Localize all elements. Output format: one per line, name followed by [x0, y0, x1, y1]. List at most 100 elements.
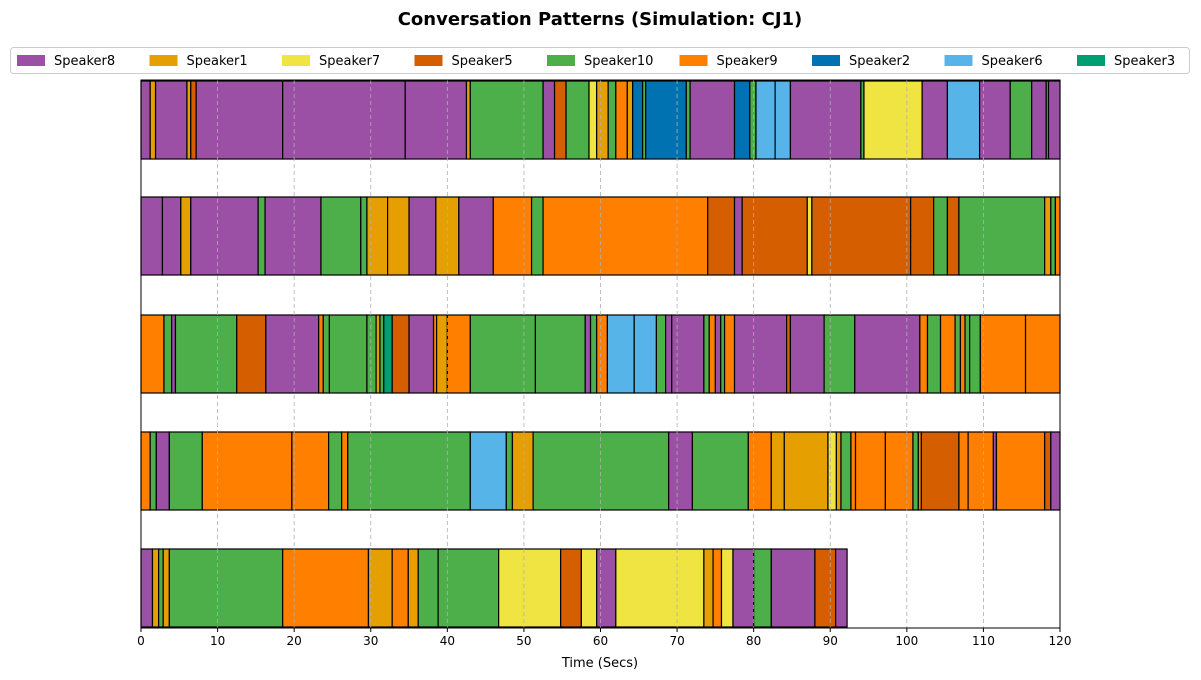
bar-row4-seg1	[140, 431, 151, 511]
bar-row2-seg11	[408, 196, 437, 276]
x-tick-label-90: 90	[823, 634, 838, 648]
bar-row2-seg25	[958, 196, 1046, 276]
bar-row5-seg19	[720, 548, 734, 628]
bar-row2-seg19	[741, 196, 808, 276]
bar-row3-seg8	[322, 314, 330, 394]
bar-row5-seg8	[391, 548, 409, 628]
bar-row4-seg6	[291, 431, 330, 511]
bar-row5-seg17	[703, 548, 714, 628]
bar-row3-seg40	[926, 314, 942, 394]
bar-row3-seg24	[606, 314, 635, 394]
bar-row1-seg19	[632, 80, 644, 160]
bar-row3-seg36	[789, 314, 825, 394]
bar-row5-seg22	[770, 548, 816, 628]
x-tick-label-0: 0	[137, 634, 145, 648]
bar-row3-seg45	[969, 314, 981, 394]
bar-row5-seg6	[282, 548, 370, 628]
bar-row3-seg22	[589, 314, 598, 394]
bar-row4-seg16	[747, 431, 772, 511]
bar-row4-seg2	[149, 431, 157, 511]
bar-row4-seg17	[770, 431, 785, 511]
bar-row5-seg5	[168, 548, 284, 628]
bar-row3-seg23	[596, 314, 608, 394]
bar-row2-seg9	[366, 196, 389, 276]
bar-row5-seg16	[615, 548, 705, 628]
bar-row3-seg14	[391, 314, 410, 394]
bar-row4-seg19	[827, 431, 837, 511]
bar-row5-seg7	[367, 548, 393, 628]
bar-row3-seg47	[1024, 314, 1061, 394]
bar-row4-seg12	[511, 431, 534, 511]
bar-row3-seg46	[979, 314, 1027, 394]
bar-row3-seg17	[436, 314, 448, 394]
bar-row1-seg12	[553, 80, 567, 160]
bar-row3-seg1	[140, 314, 165, 394]
bar-row1-seg2	[149, 80, 157, 160]
bar-row2-seg21	[811, 196, 912, 276]
legend-label-speaker1: Speaker1	[187, 54, 248, 69]
bar-row2-seg2	[161, 196, 182, 276]
bar-row3-seg2	[163, 314, 173, 394]
bar-row4-seg25	[912, 431, 919, 511]
bar-row4-seg15	[691, 431, 749, 511]
x-tick-label-50: 50	[516, 634, 531, 648]
x-tick-label-40: 40	[440, 634, 455, 648]
bar-row3-seg5	[236, 314, 267, 394]
bar-row1-seg23	[689, 80, 736, 160]
bar-row3-seg9	[328, 314, 368, 394]
bar-row1-seg35	[1031, 80, 1047, 160]
bar-row2-seg3	[180, 196, 192, 276]
bar-row4-seg29	[967, 431, 994, 511]
x-tick-label-80: 80	[746, 634, 761, 648]
bar-row5-seg12	[498, 548, 562, 628]
bar-row4-seg20	[835, 431, 842, 511]
bar-row4-seg28	[958, 431, 969, 511]
bar-row4-seg27	[920, 431, 960, 511]
bar-row3-seg29	[703, 314, 710, 394]
bar-row1-seg16	[607, 80, 617, 160]
bar-row3-seg7	[318, 314, 324, 394]
legend-swatch-speaker6	[944, 55, 973, 66]
bar-row3-seg27	[664, 314, 673, 394]
bar-row1-seg32	[946, 80, 981, 160]
bar-row3-seg20	[534, 314, 586, 394]
bar-row1-seg31	[921, 80, 949, 160]
bar-row3-seg13	[383, 314, 393, 394]
bar-row3-seg31	[714, 314, 722, 394]
bar-row3-seg34	[733, 314, 788, 394]
bar-row1-seg1	[140, 80, 151, 160]
bar-row4-seg13	[532, 431, 670, 511]
bar-row2-seg15	[530, 196, 544, 276]
bar-row4-seg10	[469, 431, 507, 511]
bar-row3-seg37	[823, 314, 856, 394]
legend-label-speaker6: Speaker6	[982, 54, 1043, 69]
bar-row3-seg21	[584, 314, 592, 394]
legend-swatch-speaker5	[414, 55, 443, 66]
bar-row4-seg22	[850, 431, 857, 511]
bar-row1-seg13	[565, 80, 590, 160]
bar-row1-seg21	[645, 80, 687, 160]
bar-row5-seg10	[417, 548, 439, 628]
bar-row4-seg24	[884, 431, 914, 511]
x-axis: 0 10 20 30 40 50 60 70 80 90 100 110 120	[137, 628, 1071, 648]
bar-row2-seg4	[190, 196, 259, 276]
bar-row1-seg24	[733, 80, 751, 160]
bar-row5-seg21	[753, 548, 772, 628]
bar-row4-seg11	[505, 431, 514, 511]
bars	[140, 80, 1061, 628]
legend-swatch-speaker10	[547, 55, 575, 66]
bar-row1-seg17	[615, 80, 628, 160]
bar-row5-seg11	[437, 548, 500, 628]
bar-row3-seg25	[633, 314, 658, 394]
legend-label-speaker10: Speaker10	[584, 54, 653, 69]
bar-row5-seg18	[712, 548, 723, 628]
bar-row1-seg33	[978, 80, 1011, 160]
legend-swatch-speaker3	[1077, 55, 1105, 66]
bar-row4-seg9	[347, 431, 471, 511]
bar-row4-seg14	[668, 431, 693, 511]
legend-label-speaker8: Speaker8	[54, 54, 115, 69]
bar-row2-seg6	[264, 196, 322, 276]
bar-row2-seg1	[140, 196, 164, 276]
bar-row2-seg14	[492, 196, 533, 276]
